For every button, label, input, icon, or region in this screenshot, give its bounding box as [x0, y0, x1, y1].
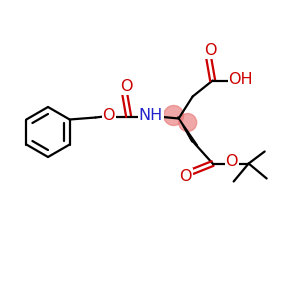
Text: O: O	[102, 108, 115, 123]
Circle shape	[179, 113, 197, 131]
Text: O: O	[204, 43, 217, 58]
Text: O: O	[225, 154, 238, 169]
Text: NH: NH	[139, 108, 163, 123]
Text: O: O	[179, 169, 192, 184]
Text: OH: OH	[228, 72, 253, 87]
Circle shape	[164, 106, 184, 125]
Text: O: O	[120, 79, 133, 94]
Polygon shape	[178, 116, 198, 146]
